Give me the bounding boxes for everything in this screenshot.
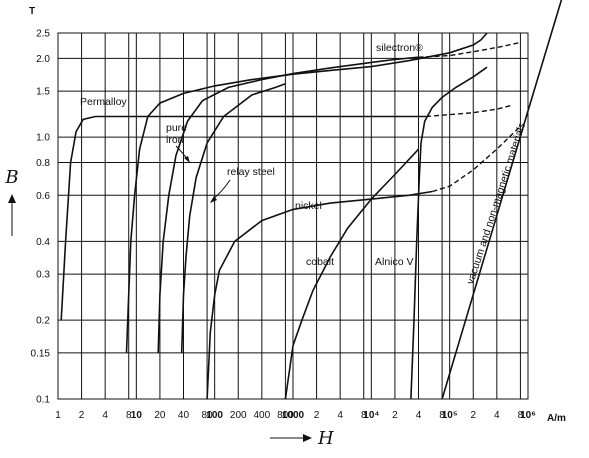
grid xyxy=(57,32,529,400)
y-tick-label: 2.0 xyxy=(36,54,50,65)
x-tick-label: 1000 xyxy=(282,410,305,421)
series-alnico-v xyxy=(410,66,488,400)
pointer-relay-steel xyxy=(210,179,231,203)
x-tick-label: 400 xyxy=(253,410,270,421)
series-pure-iron xyxy=(125,32,488,353)
series-relay-steel xyxy=(180,82,286,353)
x-tick-label: 8 xyxy=(126,410,132,421)
label-permalloy: Permalloy xyxy=(80,96,127,108)
y-tick-label: 0.2 xyxy=(36,316,50,327)
x-tick-label: 10 xyxy=(131,410,143,421)
x-tick-label: 2 xyxy=(79,410,85,421)
label-nickel: nickel xyxy=(295,200,322,212)
x-unit-label: A/m xyxy=(547,413,566,424)
x-tick-label: 40 xyxy=(178,410,190,421)
x-tick-label: 1 xyxy=(55,410,61,421)
label-vacuum: vacuum and non-magnetic materials xyxy=(464,121,528,286)
label-silectron: silectron® xyxy=(376,42,423,54)
pointer-pure-iron xyxy=(175,145,190,163)
x-tick-label: 4 xyxy=(494,410,500,421)
y-tick-label: 1.0 xyxy=(36,133,50,144)
x-axis-title: H xyxy=(317,428,334,449)
y-tick-label: 0.6 xyxy=(36,191,50,202)
tick-labels: 0.10.150.20.30.40.60.81.01.52.02.51 2 4 8 10… xyxy=(31,29,536,422)
y-axis-arrow xyxy=(8,194,16,236)
x-tick-label: 20 xyxy=(154,410,166,421)
label-alnico-v: Alnico V xyxy=(375,256,414,268)
y-tick-label: 2.5 xyxy=(36,29,50,40)
x-tick-label: 100 xyxy=(206,410,223,421)
x-tick-label: 8 xyxy=(439,410,445,421)
series-silectron xyxy=(157,56,419,353)
series-permalloy-extrapolated xyxy=(426,104,511,118)
x-tick-label: 200 xyxy=(230,410,247,421)
series-silectron-extrapolated xyxy=(418,41,521,58)
x-tick-label: 80 xyxy=(202,410,214,421)
label-pure-iron-line2: iron xyxy=(166,134,184,146)
x-axis-arrow xyxy=(270,434,312,442)
series-vacuum-and-non-magnetic-materials xyxy=(441,0,563,400)
series-nickel-extrapolated xyxy=(432,125,521,193)
label-relay-steel: relay steel xyxy=(227,166,275,178)
y-tick-label: 0.8 xyxy=(36,158,50,169)
y-tick-label: 0.4 xyxy=(36,237,50,248)
y-tick-label: 0.15 xyxy=(31,348,51,359)
y-tick-label: 0.3 xyxy=(36,270,50,281)
x-tick-label: 4 xyxy=(416,410,422,421)
series-nickel xyxy=(206,190,433,400)
series-permalloy xyxy=(60,115,427,321)
x-tick-label: 4 xyxy=(102,410,108,421)
x-tick-label: 800 xyxy=(277,410,294,421)
x-tick-label: 2 xyxy=(470,410,476,421)
x-tick-label: 4 xyxy=(337,410,343,421)
curves xyxy=(60,0,563,400)
y-tick-label: 1.5 xyxy=(36,87,50,98)
label-pure-iron-line1: pure xyxy=(166,122,187,134)
label-cobalt: cobalt xyxy=(306,256,334,268)
y-tick-label: 0.1 xyxy=(36,395,50,406)
y-unit-label: T xyxy=(29,6,35,17)
x-tick-label: 10⁶ xyxy=(520,410,536,421)
x-tick-label: 10⁵ xyxy=(442,410,458,421)
series-cobalt xyxy=(284,148,420,400)
x-tick-label: 10⁴ xyxy=(363,410,379,421)
x-tick-label: 2 xyxy=(392,410,398,421)
x-tick-label: 8 xyxy=(361,410,367,421)
x-tick-label: 8 xyxy=(518,410,524,421)
y-axis-title: B xyxy=(4,167,18,188)
x-tick-label: 2 xyxy=(314,410,320,421)
